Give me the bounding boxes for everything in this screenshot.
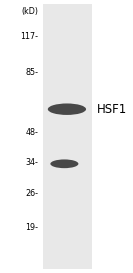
Bar [43, 4, 92, 269]
Text: 117-: 117- [20, 32, 38, 41]
Text: HSF1: HSF1 [97, 103, 127, 116]
Text: (kD): (kD) [21, 7, 38, 16]
Text: 19-: 19- [25, 224, 38, 232]
Ellipse shape [50, 159, 78, 168]
Text: 85-: 85- [25, 68, 38, 77]
Ellipse shape [48, 103, 86, 115]
Text: 48-: 48- [25, 128, 38, 137]
Text: 26-: 26- [25, 189, 38, 198]
Text: 34-: 34- [25, 158, 38, 167]
